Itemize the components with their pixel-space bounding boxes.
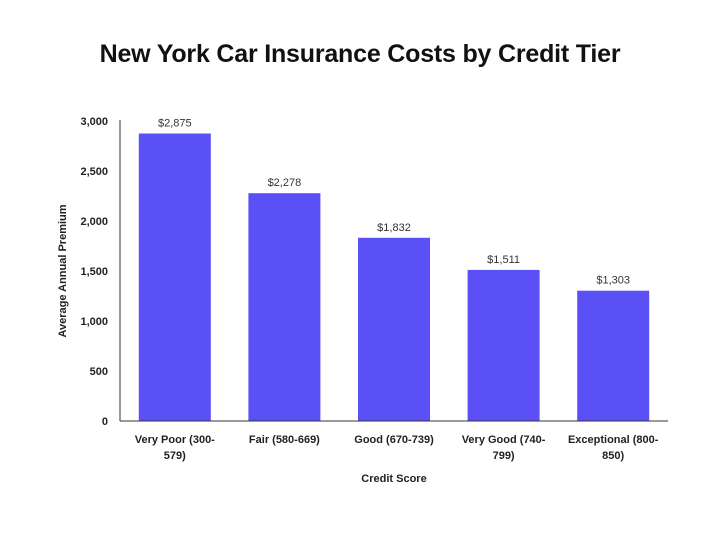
x-tick-label-line: Good (670-739) [354,434,434,446]
bar [467,269,540,421]
x-tick-label-line: 799) [493,450,515,462]
x-tick-label: Exceptional (800- 850) [568,434,659,462]
y-tick-label: 0 [102,416,108,428]
bar [577,290,650,421]
data-label: $1,511 [487,254,520,266]
bar [138,133,211,421]
data-label: $2,875 [158,118,192,130]
x-tick-label: Very Poor (300- 579) [135,434,215,462]
bar [358,237,430,421]
x-tick-label-line: Very Poor (300- [135,434,215,446]
data-label: $1,303 [596,275,630,287]
y-tick-label: 1,500 [80,266,108,278]
x-tick-label-line: Very Good (740- [462,434,546,446]
x-tick-label: Fair (580-669) [249,434,320,446]
x-tick-label-line: 850) [602,450,624,462]
y-tick-label: 1,000 [80,316,108,328]
y-axis-title: Average Annual Premium [57,204,69,337]
x-tick-label-line: Fair (580-669) [249,434,320,446]
bar [248,193,321,421]
y-tick-label: 3,000 [80,116,108,128]
x-tick-label-line: Exceptional (800- [568,434,659,446]
data-label: $2,278 [268,177,302,189]
x-tick-label-line: 579) [164,450,186,462]
chart-title: New York Car Insurance Costs by Credit T… [99,40,621,68]
data-label: $1,832 [377,222,411,234]
x-tick-label: Very Good (740- 799) [462,434,546,462]
y-tick-label: 2,000 [80,216,108,228]
y-tick-label: 500 [90,366,108,378]
x-axis-title: Credit Score [361,473,426,485]
y-tick-label: 2,500 [80,166,108,178]
x-tick-label: Good (670-739) [354,434,434,446]
